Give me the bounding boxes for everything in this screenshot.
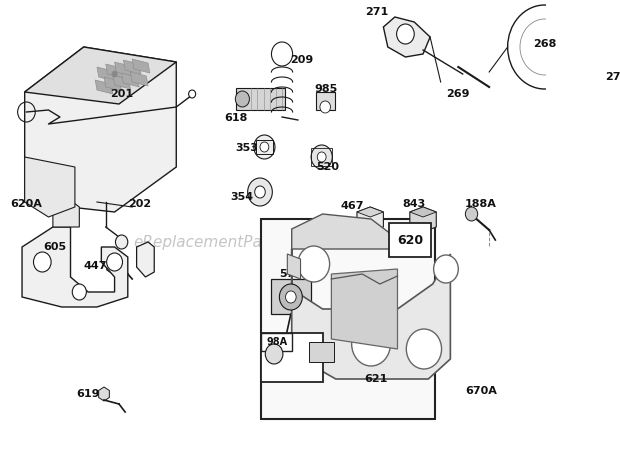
Polygon shape xyxy=(104,77,122,91)
Circle shape xyxy=(433,255,458,283)
Polygon shape xyxy=(410,207,436,232)
Circle shape xyxy=(260,142,269,152)
Text: 209: 209 xyxy=(290,55,313,65)
Bar xyxy=(236,88,285,110)
Polygon shape xyxy=(132,59,150,73)
Polygon shape xyxy=(25,157,75,217)
Text: 621: 621 xyxy=(364,374,387,384)
Circle shape xyxy=(311,145,332,169)
Polygon shape xyxy=(357,207,383,232)
Text: 353: 353 xyxy=(236,143,258,153)
Circle shape xyxy=(265,344,283,364)
Polygon shape xyxy=(22,227,128,307)
Text: 520: 520 xyxy=(316,162,339,172)
Text: 268: 268 xyxy=(533,39,556,49)
Text: 605: 605 xyxy=(43,242,66,252)
Text: 98A: 98A xyxy=(266,337,287,347)
Circle shape xyxy=(236,91,249,107)
Circle shape xyxy=(406,329,441,369)
Circle shape xyxy=(397,24,414,44)
Text: eReplacementParts.com: eReplacementParts.com xyxy=(133,235,320,250)
Bar xyxy=(261,333,324,382)
Polygon shape xyxy=(410,207,436,217)
Bar xyxy=(311,148,332,166)
Text: 270: 270 xyxy=(605,72,620,82)
Text: 467: 467 xyxy=(341,201,365,211)
Text: 202: 202 xyxy=(128,199,151,209)
Bar xyxy=(261,219,435,419)
Polygon shape xyxy=(106,64,123,78)
Text: 201: 201 xyxy=(110,89,133,99)
Circle shape xyxy=(317,152,326,162)
Polygon shape xyxy=(115,62,132,76)
Polygon shape xyxy=(95,80,113,94)
Polygon shape xyxy=(609,54,620,74)
Text: 620A: 620A xyxy=(11,199,42,209)
Polygon shape xyxy=(99,387,109,401)
Text: 618: 618 xyxy=(224,113,248,123)
Polygon shape xyxy=(25,47,176,104)
Text: 843: 843 xyxy=(402,199,426,209)
Polygon shape xyxy=(113,75,130,89)
Bar xyxy=(261,333,292,351)
Circle shape xyxy=(352,322,391,366)
Polygon shape xyxy=(130,72,148,86)
Circle shape xyxy=(73,284,86,300)
Circle shape xyxy=(255,186,265,198)
Text: 354: 354 xyxy=(231,192,254,202)
Polygon shape xyxy=(122,73,140,87)
Text: 271: 271 xyxy=(366,7,389,17)
Bar xyxy=(316,92,335,110)
Polygon shape xyxy=(25,47,176,212)
Circle shape xyxy=(33,252,51,272)
Polygon shape xyxy=(97,67,115,81)
Circle shape xyxy=(286,291,296,303)
Polygon shape xyxy=(136,242,154,277)
Text: 269: 269 xyxy=(446,89,470,99)
Circle shape xyxy=(613,59,620,69)
Text: 620: 620 xyxy=(397,233,423,247)
Circle shape xyxy=(466,207,477,221)
Circle shape xyxy=(298,246,330,282)
Polygon shape xyxy=(107,258,119,274)
Polygon shape xyxy=(287,254,301,279)
Text: 447: 447 xyxy=(84,261,107,271)
Text: 670A: 670A xyxy=(465,386,497,396)
Circle shape xyxy=(280,284,303,310)
Polygon shape xyxy=(357,207,383,217)
Text: 188A: 188A xyxy=(464,199,496,209)
Polygon shape xyxy=(292,249,450,379)
Bar xyxy=(272,279,311,314)
Bar xyxy=(309,342,334,362)
Circle shape xyxy=(320,101,330,113)
Circle shape xyxy=(247,178,272,206)
Circle shape xyxy=(254,135,275,159)
Polygon shape xyxy=(383,17,430,57)
Bar xyxy=(255,140,273,154)
Circle shape xyxy=(112,71,117,77)
Circle shape xyxy=(107,253,123,271)
Circle shape xyxy=(115,235,128,249)
Polygon shape xyxy=(123,60,141,74)
Text: 619: 619 xyxy=(76,389,100,399)
Text: 985: 985 xyxy=(314,84,338,94)
Bar xyxy=(389,223,431,257)
Polygon shape xyxy=(292,214,397,249)
Polygon shape xyxy=(53,197,79,227)
Text: 575: 575 xyxy=(280,269,303,279)
Polygon shape xyxy=(331,269,397,349)
